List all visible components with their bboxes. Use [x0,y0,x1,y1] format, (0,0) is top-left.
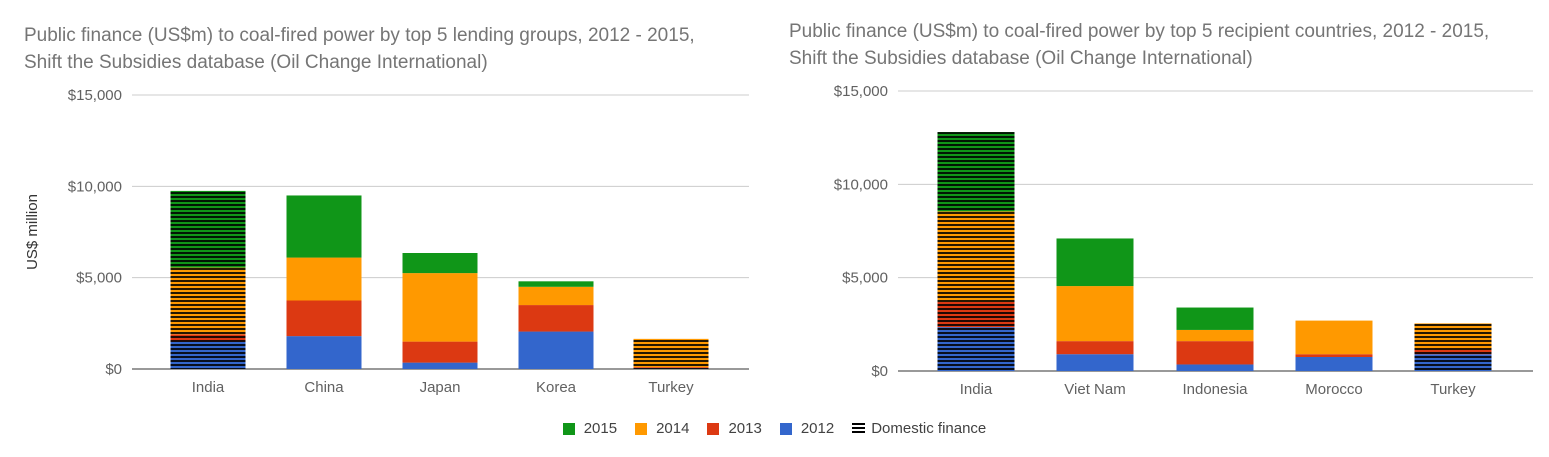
left-x-tick-label: India [192,379,225,396]
right-y-tick-label: $10,000 [834,176,888,193]
legend-swatch-2013 [707,422,720,435]
chart-legend: 2015 2014 2013 2012 Domestic finance [0,420,1549,437]
right-bar-morocco-2012 [1295,357,1373,371]
left-bar-korea-2012 [518,331,594,369]
right-chart-title: Public finance (US$m) to coal-fired powe… [789,18,1489,72]
legend-item-2013: 2013 [707,420,762,437]
right-x-tick-label: India [960,381,993,398]
legend-label-2012: 2012 [800,420,835,437]
left-x-tick-label: Korea [536,379,577,396]
left-chart: $0 $5,000 $10,000 $15,000 US$ million India Ch… [24,87,749,396]
right-bar-morocco-2013 [1295,354,1373,357]
right-domestic-overlay-turkey [1414,323,1492,371]
legend-label-2013: 2013 [728,420,762,437]
left-bar-korea-2014 [518,286,594,306]
left-y-tick-label: $15,000 [68,87,122,104]
left-bar-china-2012 [286,336,362,369]
legend-item-2012: 2012 [779,420,835,437]
right-bar-indonesia-2013 [1176,341,1254,365]
left-y-tick-label: $5,000 [76,270,122,287]
left-bar-korea-2013 [518,305,594,332]
left-y-axis-label: US$ million [24,194,41,270]
legend-item-domestic: Domestic finance [852,420,986,437]
right-bar-morocco-2014 [1295,320,1373,355]
right-bar-indonesia-2014 [1176,329,1254,342]
left-y-tick-label: $0 [105,361,122,378]
left-bar-china-2015 [286,195,362,258]
left-chart-title: Public finance (US$m) to coal-fired powe… [24,22,695,76]
left-bar-japan-2015 [402,253,478,274]
right-bar-indonesia-2015 [1176,307,1254,330]
left-domestic-overlay-turkey [633,338,709,369]
left-x-tick-label: Turkey [648,379,694,396]
left-domestic-overlay-india [170,190,246,369]
legend-label-2015: 2015 [583,420,618,437]
legend-swatch-2012 [779,422,792,435]
right-domestic-overlay-india [937,132,1015,371]
right-chart-title-line-1: Public finance (US$m) to coal-fired powe… [789,21,1490,42]
right-x-tick-label: Turkey [1430,381,1476,398]
legend-swatch-2014 [635,422,648,435]
left-bar-china-2013 [286,300,362,337]
right-bar-viet-nam-2014 [1056,286,1134,342]
right-y-tick-label: $15,000 [834,83,888,100]
left-chart-title-line-1: Public finance (US$m) to coal-fired powe… [24,25,695,46]
right-bar-indonesia-2012 [1176,364,1254,371]
legend-label-domestic: Domestic finance [871,420,987,437]
legend-label-2014: 2014 [656,420,690,437]
left-bar-korea-2015 [518,281,594,287]
legend-item-2015: 2015 [562,420,618,437]
charts-canvas: $0 $5,000 $10,000 $15,000 US$ million India Ch… [24,83,1533,398]
left-bar-japan-2014 [402,273,478,342]
legend-item-2014: 2014 [635,420,689,437]
domestic-finance-pattern-icon [852,423,866,434]
left-bar-japan-2012 [402,362,478,369]
right-chart: $0 $5,000 $10,000 $15,000 India Viet Nam Indon… [834,83,1533,398]
right-y-tick-label: $0 [871,363,888,380]
left-bar-china-2014 [286,257,362,301]
right-bar-viet-nam-2013 [1056,341,1134,355]
right-x-tick-label: Morocco [1305,381,1363,398]
right-bar-viet-nam-2012 [1056,354,1134,371]
right-x-tick-label: Viet Nam [1064,381,1125,398]
left-x-tick-label: Japan [420,379,461,396]
right-y-tick-label: $5,000 [842,270,888,287]
left-chart-title-line-2: Shift the Subsidies database (Oil Change… [24,52,488,73]
left-bar-japan-2013 [402,341,478,363]
right-bar-viet-nam-2015 [1056,238,1134,287]
right-chart-title-line-2: Shift the Subsidies database (Oil Change… [789,48,1253,69]
legend-swatch-2015 [562,422,575,435]
left-y-tick-label: $10,000 [68,178,122,195]
right-x-tick-label: Indonesia [1182,381,1248,398]
left-x-tick-label: China [304,379,344,396]
